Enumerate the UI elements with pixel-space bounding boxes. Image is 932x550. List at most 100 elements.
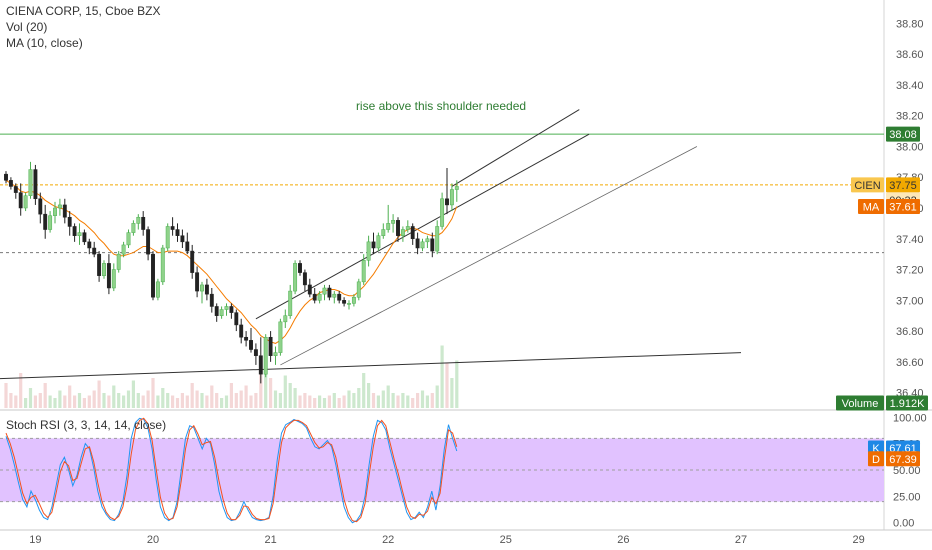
stoch-tick-label: 0.00 <box>893 518 914 530</box>
candle <box>454 180 459 202</box>
date-tick-label: 20 <box>147 534 159 546</box>
candle-body <box>258 355 263 375</box>
volume-bar <box>161 388 165 408</box>
candle <box>356 278 361 301</box>
date-tick-label: 27 <box>735 534 747 546</box>
d-value-tag: 67.39 <box>886 451 920 467</box>
candle <box>239 318 244 344</box>
candle-body <box>449 189 454 206</box>
volume-value-tag-box <box>886 395 928 411</box>
ma-value-tag: 37.61 <box>886 198 920 214</box>
stoch-k-line <box>5 417 458 524</box>
volume-bar <box>220 398 224 408</box>
volume-bar <box>117 393 121 408</box>
trendline-3[interactable] <box>280 146 698 366</box>
price-tick-label: 38.60 <box>896 49 924 61</box>
candle-body <box>18 192 23 209</box>
candle-body <box>62 204 67 218</box>
candle <box>155 278 160 301</box>
candle-body <box>224 306 229 310</box>
date-tick-label: 29 <box>852 534 864 546</box>
volume-bar <box>367 383 371 408</box>
candle-body <box>244 336 249 341</box>
volume-bar <box>68 385 72 408</box>
candle <box>175 223 180 242</box>
candle <box>92 241 97 258</box>
candle-body <box>381 229 386 236</box>
candle <box>121 241 126 258</box>
candle <box>4 171 8 184</box>
symbol-legend[interactable]: CIENA CORP, 15, Cboe BZX <box>6 4 161 18</box>
candle <box>347 300 351 310</box>
candle-body <box>160 247 165 283</box>
candle-body <box>391 220 396 224</box>
candle-body <box>8 180 13 187</box>
candle <box>77 223 82 245</box>
candle-body <box>48 215 53 230</box>
candle-body <box>43 213 48 230</box>
stoch-legend[interactable]: Stoch RSI (3, 3, 14, 14, close) <box>6 418 167 432</box>
candle <box>43 204 48 239</box>
candle <box>445 168 449 215</box>
volume-bar <box>24 398 28 408</box>
candle <box>396 217 400 242</box>
volume-bar <box>14 395 18 408</box>
shoulder-annotation: rise above this shoulder needed <box>356 99 526 113</box>
volume-bar <box>126 390 131 408</box>
volume-bar <box>58 390 62 408</box>
candle-body <box>136 216 141 224</box>
volume-bar <box>53 398 57 408</box>
candle-body <box>195 272 200 292</box>
candle-body <box>82 232 87 243</box>
candle-body <box>102 263 106 276</box>
candle-body <box>155 281 160 298</box>
candle <box>258 337 263 384</box>
volume-bar <box>210 385 214 408</box>
candle-body <box>23 195 28 209</box>
volume-bar <box>102 393 106 408</box>
candle-body <box>435 226 440 252</box>
trendline-2[interactable] <box>255 133 590 320</box>
volume-bar <box>185 395 189 408</box>
candle-body <box>342 300 347 304</box>
candle <box>209 288 214 313</box>
candle-body <box>77 232 82 236</box>
candle-body <box>283 315 288 323</box>
candle <box>249 328 253 353</box>
volume-bar <box>33 395 37 408</box>
candle-body <box>376 235 381 249</box>
volume-bar <box>136 393 140 408</box>
volume-bar <box>259 370 263 408</box>
volume-bar <box>146 390 150 408</box>
candle-body <box>131 223 136 233</box>
candle <box>317 291 322 304</box>
volume-legend[interactable]: Vol (20) <box>6 20 48 34</box>
candle <box>312 288 317 304</box>
candle <box>57 198 62 216</box>
trendline-1[interactable] <box>0 352 742 380</box>
candle-body <box>175 229 180 236</box>
ma-legend[interactable]: MA (10, close) <box>6 36 83 50</box>
volume-bar <box>229 383 233 408</box>
ma-value-tag-box <box>886 198 920 214</box>
volume-bar <box>28 388 33 408</box>
volume-bar <box>200 393 204 408</box>
trendline-4[interactable] <box>451 109 580 187</box>
candle-body <box>405 226 410 230</box>
price-tick-label: 38.40 <box>896 80 924 92</box>
shoulder-price-tag: 38.08 <box>886 126 920 142</box>
candle <box>298 260 302 276</box>
candle <box>48 211 53 233</box>
candle-body <box>229 306 234 313</box>
candle <box>165 223 170 252</box>
volume-bar <box>269 378 273 408</box>
stoch-tick-label: 50.00 <box>893 465 921 477</box>
stoch-tick-label: 100.00 <box>893 412 927 424</box>
candle-body <box>263 336 268 375</box>
symbol-name-tag: CIEN <box>851 177 884 193</box>
candle <box>351 294 356 307</box>
candle-body <box>185 241 190 252</box>
volume-bar <box>288 383 292 408</box>
candle <box>8 177 13 190</box>
